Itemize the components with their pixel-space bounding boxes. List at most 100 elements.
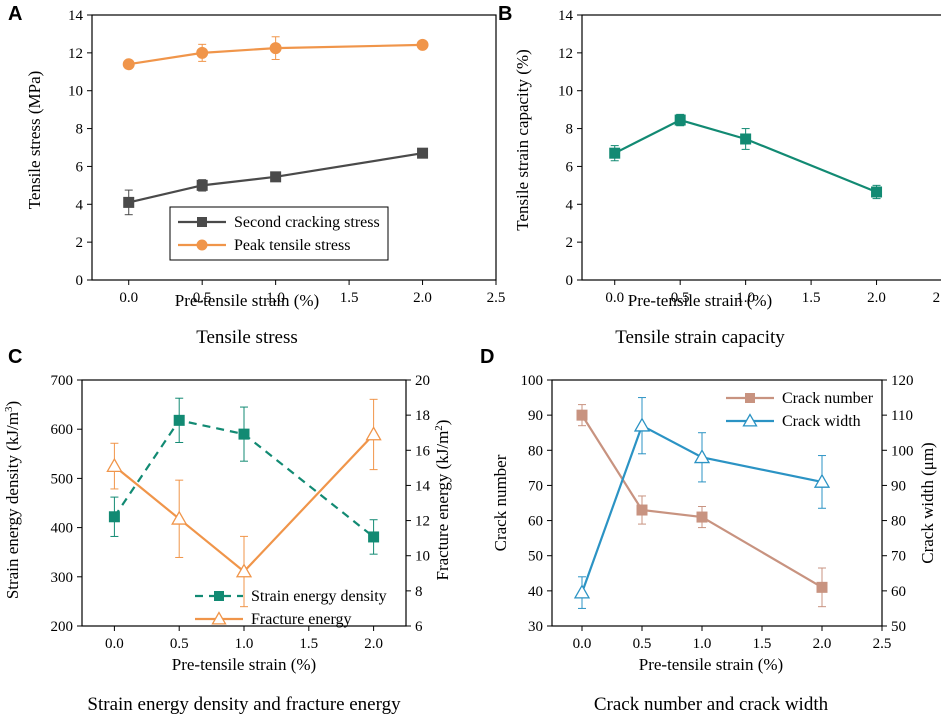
y-tick-label: 300 — [51, 570, 74, 586]
y2-tick-label: 120 — [891, 373, 914, 389]
series-line — [128, 43, 423, 66]
y-tick-label: 50 — [528, 549, 543, 565]
y-tick-label: 0 — [566, 273, 574, 289]
data-point — [576, 409, 588, 421]
data-point — [813, 473, 831, 488]
y2-tick-label: 20 — [415, 373, 430, 389]
y-tick-label: 90 — [528, 408, 543, 424]
legend: Second cracking stress Peak tensile stres… — [169, 206, 389, 261]
data-point — [417, 147, 429, 159]
x-tick-label: 0.0 — [573, 636, 592, 652]
y2-tick-label: 100 — [891, 443, 914, 459]
legend-label: Crack width — [782, 413, 861, 430]
plot-frame — [91, 14, 497, 281]
y2-tick-label: 6 — [415, 619, 423, 635]
legend-label: Crack number — [782, 390, 874, 407]
series-crack-number — [576, 404, 828, 608]
x-tick-label: 2.5 — [933, 290, 941, 306]
legend-label: Strain energy density — [251, 588, 387, 605]
y-tick-label: 12 — [558, 46, 573, 62]
panel-caption: Tensile strain capacity — [615, 327, 785, 348]
y-tick-label: 12 — [68, 46, 83, 62]
panel-caption: Tensile stress — [196, 327, 298, 348]
data-point — [816, 581, 828, 593]
y2-tick-label: 70 — [891, 549, 906, 565]
y-axis-title: Tensile strain capacity (%) — [513, 49, 532, 230]
x-tick-label: 2.0 — [413, 290, 432, 306]
x-tick-label: 2.0 — [813, 636, 832, 652]
series-peak-tensile-stress — [122, 36, 429, 71]
series-line — [113, 433, 375, 574]
x-tick-label: 1.0 — [693, 636, 712, 652]
y-tick-label: 600 — [51, 422, 74, 438]
x-tick-label: 0.5 — [633, 636, 652, 652]
data-point — [108, 511, 120, 523]
data-point — [696, 511, 708, 523]
data-point — [609, 147, 621, 159]
y-axis-title: Strain energy density (kJ/m3) — [3, 401, 22, 599]
panel-caption: Strain energy density and fracture energ… — [87, 694, 401, 715]
data-point — [633, 417, 651, 432]
data-point — [365, 426, 382, 441]
panel-caption: Crack number and crack width — [594, 694, 829, 715]
y-tick-label: 4 — [566, 197, 574, 213]
panel-letter: A — [8, 3, 22, 25]
y2-tick-label: 80 — [891, 514, 906, 530]
series-fracture-energy — [106, 398, 382, 608]
y-tick-label: 2 — [566, 235, 574, 251]
data-point — [238, 428, 250, 440]
x-tick-label: 2.5 — [487, 290, 506, 306]
x-tick-label: 2.5 — [873, 636, 892, 652]
x-tick-label: 2.0 — [867, 290, 886, 306]
y2-axis-title: Crack width (μm) — [918, 442, 937, 563]
series-line — [113, 419, 375, 538]
y-tick-label: 6 — [76, 159, 84, 175]
y2-tick-label: 14 — [415, 478, 431, 494]
y2-tick-label: 90 — [891, 478, 906, 494]
y-tick-label: 700 — [51, 373, 74, 389]
panel-letter: C — [8, 346, 22, 368]
y-tick-label: 30 — [528, 619, 543, 635]
legend-swatch-marker — [197, 217, 207, 227]
x-tick-label: 0.5 — [193, 290, 212, 306]
y-axis-title-text: Strain energy density (kJ/m — [3, 412, 22, 599]
data-point — [416, 38, 429, 51]
legend-swatch-marker — [745, 393, 755, 403]
data-point — [573, 584, 591, 599]
data-point — [693, 449, 711, 464]
y-tick-label: 60 — [528, 514, 543, 530]
plot-frame — [581, 14, 941, 281]
y2-tick-label: 16 — [415, 443, 431, 459]
x-tick-label: 1.0 — [736, 290, 755, 306]
y2-axis-title: Fracture energy (kJ/m2) — [433, 420, 452, 581]
data-point — [196, 179, 208, 191]
y2-tick-label: 8 — [415, 584, 423, 600]
data-point — [269, 42, 282, 55]
y-tick-label: 40 — [528, 584, 543, 600]
legend-label: Second cracking stress — [234, 214, 380, 231]
panel-d: D 0.0 0.5 1.0 1.5 2.0 2.5 30 40 50 60 70 80 90 100 50 60… — [480, 346, 937, 715]
x-tick-label: 1.5 — [753, 636, 772, 652]
legend: Strain energy density Fracture energy — [195, 588, 387, 628]
x-tick-label: 2.0 — [364, 636, 383, 652]
y-tick-label: 0 — [76, 273, 84, 289]
legend-swatch-marker — [211, 611, 227, 625]
data-point — [674, 114, 686, 126]
y-axis-title: Crack number — [491, 454, 510, 551]
y-axis-title: Tensile stress (MPa) — [25, 71, 44, 210]
series-line — [614, 118, 877, 194]
panel-a: A 0.0 0.5 1.0 1.5 2.0 2.5 0 2 4 6 8 10 12 14 Pre-tensil… — [8, 3, 505, 348]
series-line — [128, 152, 423, 204]
x-axis-title: Pre-tensile strain (%) — [639, 655, 783, 674]
data-point — [871, 186, 883, 198]
y2-tick-label: 18 — [415, 408, 430, 424]
panel-b: B 0.0 0.5 1.0 1.5 2.0 2.5 0 2 4 6 8 10 12 14 Pre-tensil… — [498, 3, 941, 348]
series-crack-width — [573, 397, 831, 609]
x-tick-label: 1.5 — [299, 636, 318, 652]
y2-tick-label: 60 — [891, 584, 906, 600]
legend-box — [169, 206, 389, 261]
legend-swatch-marker — [742, 413, 758, 427]
y-axis-title-close: ) — [3, 401, 22, 407]
y2-tick-label: 10 — [415, 549, 430, 565]
